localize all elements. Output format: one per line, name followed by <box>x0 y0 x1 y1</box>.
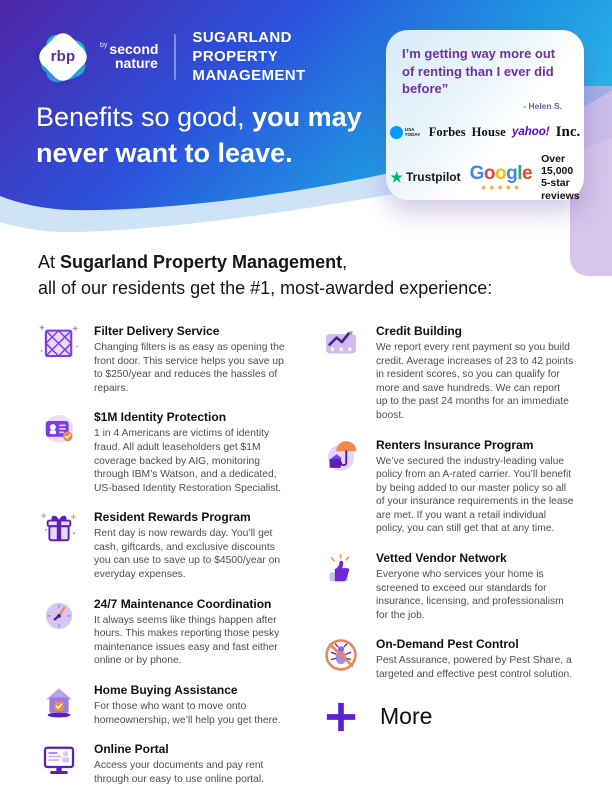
intro-prefix: At <box>38 252 61 272</box>
google-logo: Google ★★★★★ <box>469 162 533 192</box>
second-nature-logo: by second nature <box>100 41 159 71</box>
house-logo: House <box>471 124 506 139</box>
media-logos-row: USA TODAY Forbes House yahoo! Inc. <box>389 124 580 141</box>
benefit-item-maintenance: 24/7 Maintenance Coordination It always … <box>38 594 292 668</box>
benefit-title: Credit Building <box>376 324 462 339</box>
svg-text:★: ★ <box>329 346 335 354</box>
brand-divider <box>174 33 177 80</box>
intro-line2: all of our residents get the #1, most-aw… <box>38 277 493 298</box>
usa-today-logo: USA TODAY <box>389 125 423 139</box>
rbp-logo-text: rbp <box>50 48 76 66</box>
trustpilot-label: Trustpilot <box>405 170 461 185</box>
more-item: More <box>320 700 574 734</box>
credit-building-icon: ★ ★ ★ <box>320 321 362 363</box>
benefit-title: 24/7 Maintenance Coordination <box>94 596 272 611</box>
inc-logo: Inc. <box>555 123 581 140</box>
brand-word-1: second <box>109 41 159 58</box>
review-count-line1: Over 15,000 <box>541 152 574 178</box>
testimonial-quote: I’m getting way more out of renting than… <box>402 46 556 97</box>
benefit-description: Access your documents and pay rent throu… <box>94 760 265 785</box>
svg-text:★: ★ <box>338 346 344 354</box>
trust-logos-row: ★ Trustpilot Google ★★★★★ Over 15,000 5-… <box>390 153 579 203</box>
benefits-grid: Filter Delivery Service Changing filters… <box>38 321 574 798</box>
benefit-title: Vetted Vendor Network <box>376 551 507 566</box>
brand-row: rbp by second nature SUGARLAND PROPERTY M… <box>34 28 306 86</box>
yahoo-logo: yahoo! <box>511 126 550 139</box>
usa-today-circle-icon <box>389 125 403 139</box>
filter-icon <box>38 321 80 363</box>
testimonial-card: I’m getting way more out of renting than… <box>386 30 584 203</box>
portal-monitor-icon <box>38 739 80 781</box>
benefits-column-left: Filter Delivery Service Changing filters… <box>38 321 292 798</box>
review-count: Over 15,000 5-star reviews <box>541 153 580 203</box>
testimonial-attribution: - Helen S. <box>523 100 562 111</box>
benefit-title: Renters Insurance Program <box>376 437 534 452</box>
benefit-item-vendor-network: Vetted Vendor Network Everyone who servi… <box>320 548 574 622</box>
forbes-logo: Forbes <box>428 124 466 139</box>
trustpilot-star-icon: ★ <box>390 168 403 185</box>
benefit-item-resident-rewards: Resident Rewards Program Rent day is now… <box>38 507 292 581</box>
brand-word-2: nature <box>115 54 158 71</box>
benefit-title: Online Portal <box>94 742 169 757</box>
intro-company: Sugarland Property Management <box>60 252 343 272</box>
pest-control-icon <box>320 634 362 676</box>
benefit-item-online-portal: Online Portal Access your documents and … <box>38 739 292 786</box>
identity-icon <box>38 407 80 449</box>
benefit-title: Filter Delivery Service <box>94 324 220 339</box>
benefit-description: Rent day is now rewards day. You’ll get … <box>94 528 281 581</box>
benefit-title: Home Buying Assistance <box>94 682 238 697</box>
headline: Benefits so good, you may never want to … <box>36 100 416 172</box>
benefits-section: At Sugarland Property Management, all of… <box>0 250 612 798</box>
rewards-icon <box>38 507 80 549</box>
intro-comma: , <box>342 252 348 272</box>
google-stars-icon: ★★★★★ <box>480 182 522 192</box>
vendor-thumbs-up-icon <box>320 548 362 590</box>
headline-bold-2: never want to leave. <box>36 137 293 168</box>
benefit-item-credit-building: ★ ★ ★ Credit Building We report every re… <box>320 321 574 422</box>
headline-regular: Benefits so good, <box>36 102 253 132</box>
rbp-logo: rbp <box>34 28 92 86</box>
trustpilot-logo: ★ Trustpilot <box>390 169 460 186</box>
benefit-item-filter-delivery: Filter Delivery Service Changing filters… <box>38 321 292 395</box>
benefit-item-identity-protection: $1M Identity Protection 1 in 4 Americans… <box>38 407 292 495</box>
benefit-description: 1 in 4 Americans are victims of identity… <box>94 428 282 494</box>
benefit-description: Pest Assurance, powered by Pest Share, a… <box>376 655 573 680</box>
benefit-title: $1M Identity Protection <box>94 410 227 425</box>
headline-bold-1: you may <box>252 102 362 132</box>
benefit-item-home-buying: Home Buying Assistance For those who wan… <box>38 680 292 727</box>
svg-text:★: ★ <box>347 346 353 354</box>
benefit-description: We report every rent payment so you buil… <box>376 342 574 421</box>
benefits-column-right: ★ ★ ★ Credit Building We report every re… <box>320 321 574 798</box>
by-label: by <box>100 42 108 50</box>
benefit-title: On-Demand Pest Control <box>376 637 519 652</box>
benefit-item-pest-control: On-Demand Pest Control Pest Assurance, p… <box>320 634 574 681</box>
home-icon <box>38 680 80 722</box>
review-count-line2: 5-star reviews <box>541 177 580 202</box>
benefit-title: Resident Rewards Program <box>94 510 251 525</box>
maintenance-clock-icon <box>38 594 80 636</box>
company-name: SUGARLAND PROPERTY MANAGEMENT <box>192 29 306 85</box>
benefit-description: It always seems like things happen after… <box>94 614 280 667</box>
benefit-description: Changing filters is as easy as opening t… <box>94 342 285 394</box>
benefit-item-renters-insurance: Renters Insurance Program We’ve secured … <box>320 435 574 536</box>
benefit-description: We’ve secured the industry-leading value… <box>376 455 574 535</box>
insurance-umbrella-icon <box>320 435 362 477</box>
usa-today-label: USA TODAY <box>404 126 421 138</box>
more-label: More <box>380 703 433 729</box>
intro-heading: At Sugarland Property Management, all of… <box>38 250 574 301</box>
benefit-description: For those who want to move onto homeowne… <box>94 700 281 726</box>
google-wordmark: Google <box>469 162 533 184</box>
hero-header: rbp by second nature SUGARLAND PROPERTY M… <box>0 0 612 276</box>
benefit-description: Everyone who services your home is scree… <box>376 569 564 621</box>
plus-icon <box>326 702 356 731</box>
